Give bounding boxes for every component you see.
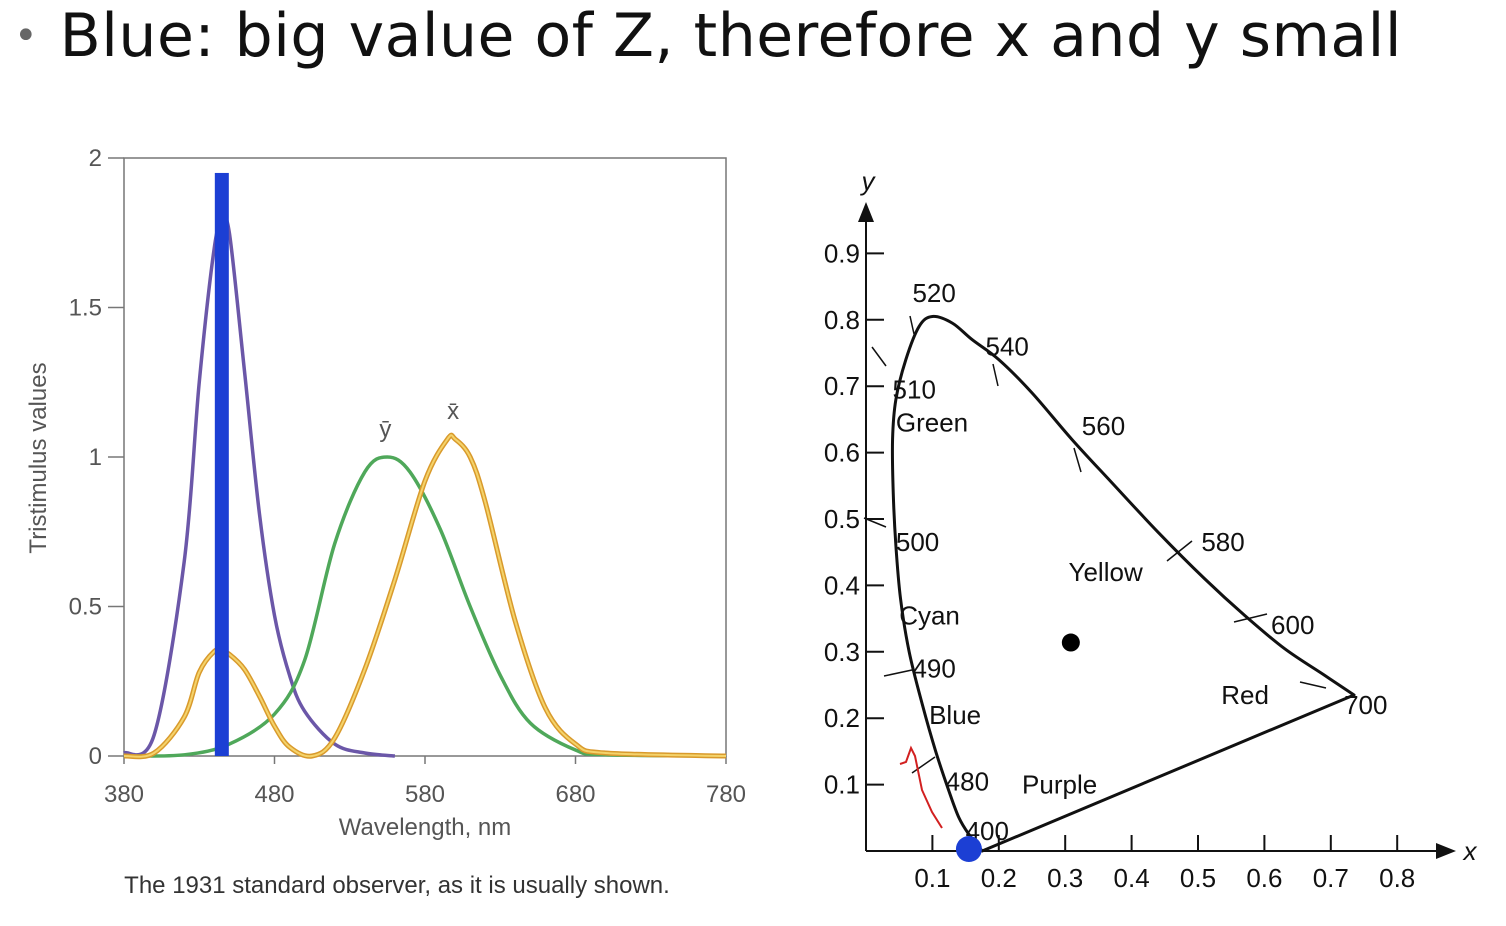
- wavelength-label: 500: [896, 527, 939, 557]
- y-tick-label: 0.1: [824, 770, 860, 800]
- y-tick-label: 0.6: [824, 438, 860, 468]
- y-tick-label: 0.5: [824, 504, 860, 534]
- y-tick-label: 0: [89, 743, 102, 770]
- x-tick-label: 0.1: [914, 863, 950, 893]
- x-axis-label: x: [1462, 836, 1478, 866]
- y-tick-label: 0.4: [824, 570, 860, 600]
- y-axis-label: Tristimulus values: [25, 362, 52, 553]
- white-point-dot: [1061, 633, 1080, 652]
- wavelength-label: 480: [946, 766, 989, 796]
- x-tick-label: 0.7: [1313, 863, 1349, 893]
- color-region-label: Cyan: [899, 600, 960, 630]
- wavelength-tick-mark: [992, 363, 999, 387]
- wavelength-tick-mark: [871, 346, 887, 367]
- wavelength-tick-mark: [1166, 540, 1193, 562]
- y-tick-label: 0.7: [824, 371, 860, 401]
- wavelength-label: 580: [1201, 527, 1244, 557]
- figure-caption: The 1931 standard observer, as it is usu…: [124, 872, 670, 899]
- y-tick-label: 1.5: [69, 295, 102, 322]
- y-tick-label: 0.3: [824, 637, 860, 667]
- series-annotation: x̄: [447, 398, 459, 425]
- series-group: ȳ x̄: [123, 172, 727, 760]
- wavelength-tick-mark: [1299, 681, 1327, 689]
- spectral-locus-outline: [890, 314, 1356, 853]
- wavelength-label: 510: [893, 375, 936, 405]
- color-region-label: Blue: [929, 700, 981, 730]
- x-tick-label: 380: [104, 781, 144, 808]
- x-tick-label: 0.4: [1114, 863, 1150, 893]
- wavelength-tick-mark: [883, 669, 913, 677]
- wavelength-tick-mark: [911, 756, 936, 774]
- wavelength-tick-mark: [863, 517, 887, 528]
- blue-point-dot: [955, 836, 982, 862]
- wavelength-tick-mark: [1233, 613, 1268, 623]
- color-region-label: Purple: [1022, 770, 1097, 800]
- color-region-label: Yellow: [1069, 557, 1143, 587]
- series-annotation: ȳ: [379, 416, 391, 443]
- y-tick-label: 2: [89, 145, 102, 172]
- series-line-ybar: [123, 455, 727, 758]
- x-tick-label: 0.5: [1180, 863, 1216, 893]
- series-line-xbar: [123, 434, 727, 758]
- color-region-label: Red: [1221, 680, 1269, 710]
- chromaticity-diagram: x y 0.1 0.2 0.3 0.4 0.5 0.6 0.7 0.8 0.1 0.2 0.3 0.4 0.…: [824, 166, 1478, 893]
- y-axis-arrow-icon: [858, 202, 874, 222]
- red-annotation-stroke: [899, 745, 943, 829]
- y-axis-label: y: [860, 166, 877, 196]
- x-tick-label: 0.8: [1379, 863, 1415, 893]
- y-tick-label: 1: [89, 444, 102, 471]
- wavelength-label: 560: [1082, 411, 1125, 441]
- wavelength-label: 520: [912, 278, 955, 308]
- y-tick-label: 0.8: [824, 305, 860, 335]
- y-tick-label: 0.5: [69, 594, 102, 621]
- slide-bullet-text: Blue: big value of Z, therefore x and y …: [59, 1, 1403, 71]
- x-tick-label: 0.3: [1047, 863, 1083, 893]
- wavelength-label: 700: [1344, 690, 1387, 720]
- x-tick-label: 580: [405, 781, 445, 808]
- color-region-label: Green: [896, 408, 968, 438]
- wavelength-label: 600: [1271, 610, 1314, 640]
- series-line-zbar: [123, 216, 396, 758]
- x-axis-label: Wavelength, nm: [339, 814, 512, 841]
- x-tick-label: 780: [706, 781, 746, 808]
- x-tick-label: 480: [254, 781, 294, 808]
- tick-group: 380 480 580 680 780 0 0.5 1 1.5 2: [69, 145, 746, 808]
- axis-group: x y 0.1 0.2 0.3 0.4 0.5 0.6 0.7 0.8 0.1 0.2 0.3 0.4 0.…: [824, 166, 1478, 893]
- bullet-dot-icon: •: [14, 13, 38, 59]
- y-tick-label: 0.9: [824, 238, 860, 268]
- wavelength-tick-mark: [1073, 447, 1082, 473]
- highlight-bar: [214, 172, 229, 756]
- slide-bullet: • Blue: big value of Z, therefore x and …: [14, 0, 1402, 76]
- diagram-content: 520540510560580600700500490480400GreenYe…: [863, 278, 1387, 862]
- tristimulus-chart: 380 480 580 680 780 0 0.5 1 1.5 2 ȳ x̄ Tristimulus…: [25, 145, 746, 899]
- y-tick-label: 0.2: [824, 703, 860, 733]
- x-tick-label: 680: [555, 781, 595, 808]
- x-tick-label: 0.6: [1246, 863, 1282, 893]
- x-axis-arrow-icon: [1436, 843, 1456, 859]
- wavelength-label: 490: [912, 653, 955, 683]
- wavelength-label: 540: [986, 331, 1029, 361]
- x-tick-label: 0.2: [981, 863, 1017, 893]
- wavelength-tick-mark: [909, 315, 915, 335]
